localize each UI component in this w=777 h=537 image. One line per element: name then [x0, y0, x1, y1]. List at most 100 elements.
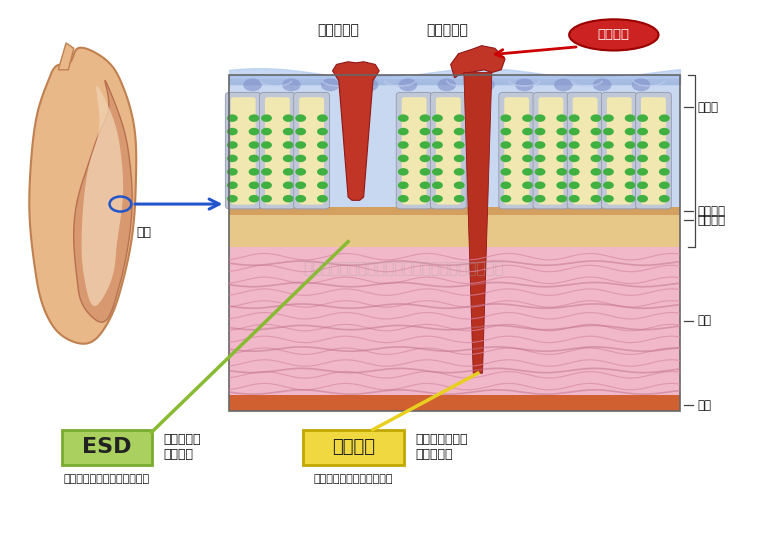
Circle shape [454, 128, 465, 135]
Circle shape [398, 128, 409, 135]
Circle shape [227, 141, 238, 149]
Circle shape [317, 128, 328, 135]
Circle shape [522, 114, 533, 122]
Circle shape [659, 128, 670, 135]
FancyBboxPatch shape [294, 92, 329, 209]
Circle shape [398, 114, 409, 122]
Circle shape [432, 114, 443, 122]
Circle shape [295, 128, 306, 135]
Circle shape [249, 128, 260, 135]
Circle shape [249, 168, 260, 176]
Circle shape [432, 128, 443, 135]
Circle shape [603, 141, 614, 149]
FancyBboxPatch shape [607, 97, 632, 205]
Text: 地方独立行政法人　東京都健康長寿医療センター: 地方独立行政法人 東京都健康長寿医療センター [304, 261, 504, 276]
Circle shape [295, 182, 306, 189]
Circle shape [295, 141, 306, 149]
Circle shape [454, 141, 465, 149]
Circle shape [569, 114, 580, 122]
Circle shape [535, 168, 545, 176]
FancyBboxPatch shape [499, 92, 535, 209]
Circle shape [591, 114, 601, 122]
Circle shape [432, 155, 443, 162]
FancyBboxPatch shape [265, 97, 290, 205]
Polygon shape [30, 48, 136, 344]
Circle shape [283, 182, 294, 189]
Circle shape [227, 182, 238, 189]
Circle shape [432, 168, 443, 176]
FancyBboxPatch shape [430, 92, 466, 209]
Circle shape [625, 141, 636, 149]
Ellipse shape [569, 19, 659, 50]
FancyBboxPatch shape [573, 97, 598, 205]
Circle shape [317, 182, 328, 189]
Text: リンパ節転移の: リンパ節転移の [416, 433, 469, 446]
Circle shape [454, 182, 465, 189]
Circle shape [432, 141, 443, 149]
FancyBboxPatch shape [260, 92, 295, 209]
Circle shape [261, 168, 272, 176]
Circle shape [283, 168, 294, 176]
Bar [229, 75, 680, 207]
Circle shape [603, 128, 614, 135]
FancyBboxPatch shape [567, 92, 603, 209]
Circle shape [535, 114, 545, 122]
Circle shape [476, 78, 495, 91]
Circle shape [454, 195, 465, 202]
Circle shape [554, 78, 573, 91]
Circle shape [317, 168, 328, 176]
Circle shape [227, 128, 238, 135]
Circle shape [625, 195, 636, 202]
FancyBboxPatch shape [225, 92, 261, 209]
Circle shape [591, 128, 601, 135]
Circle shape [659, 182, 670, 189]
FancyBboxPatch shape [62, 430, 152, 465]
Text: 可能性あり: 可能性あり [416, 448, 453, 461]
Circle shape [500, 168, 511, 176]
Circle shape [454, 155, 465, 162]
Text: 胃壁: 胃壁 [136, 226, 151, 238]
Circle shape [522, 128, 533, 135]
FancyBboxPatch shape [601, 92, 637, 209]
Polygon shape [451, 46, 505, 78]
Text: 粘膜筋板: 粘膜筋板 [698, 205, 726, 217]
Circle shape [261, 128, 272, 135]
FancyBboxPatch shape [533, 92, 569, 209]
Circle shape [637, 168, 648, 176]
Circle shape [283, 155, 294, 162]
Circle shape [317, 155, 328, 162]
Circle shape [295, 195, 306, 202]
Circle shape [283, 141, 294, 149]
Text: リンパ節の: リンパ節の [163, 433, 200, 446]
Circle shape [569, 168, 580, 176]
Text: がん細胞: がん細胞 [598, 28, 630, 41]
FancyBboxPatch shape [402, 97, 427, 205]
Circle shape [569, 182, 580, 189]
FancyBboxPatch shape [538, 97, 563, 205]
Circle shape [659, 168, 670, 176]
FancyBboxPatch shape [396, 92, 432, 209]
Circle shape [249, 141, 260, 149]
Circle shape [603, 195, 614, 202]
Circle shape [420, 182, 430, 189]
Circle shape [261, 114, 272, 122]
Circle shape [420, 128, 430, 135]
Circle shape [500, 155, 511, 162]
Text: （お腹を開けて胃を切る）: （お腹を開けて胃を切る） [314, 474, 393, 484]
Circle shape [535, 195, 545, 202]
Circle shape [283, 114, 294, 122]
Circle shape [625, 182, 636, 189]
Circle shape [556, 114, 567, 122]
Circle shape [295, 155, 306, 162]
Circle shape [637, 155, 648, 162]
Circle shape [535, 182, 545, 189]
Circle shape [569, 128, 580, 135]
Circle shape [500, 128, 511, 135]
Circle shape [420, 195, 430, 202]
Circle shape [637, 182, 648, 189]
Circle shape [398, 141, 409, 149]
Text: 進行胃がん: 進行胃がん [426, 24, 468, 38]
Circle shape [556, 141, 567, 149]
Text: 外科手術: 外科手術 [332, 438, 375, 456]
Circle shape [637, 128, 648, 135]
